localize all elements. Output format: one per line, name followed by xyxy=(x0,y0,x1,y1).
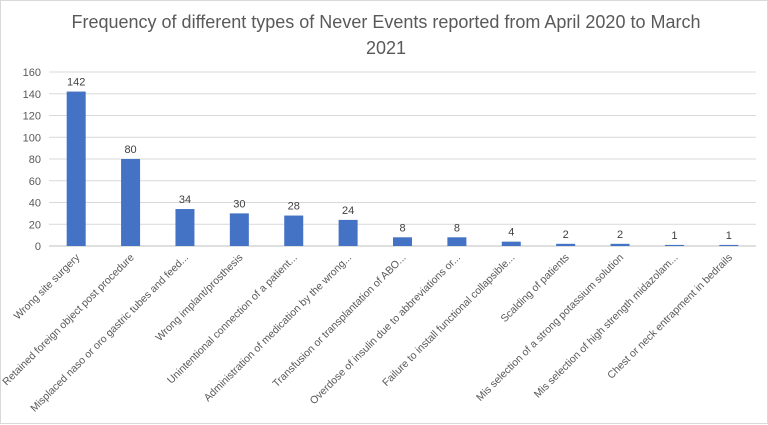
data-label: 30 xyxy=(233,198,245,210)
y-tick-label: 160 xyxy=(23,67,41,79)
data-label: 142 xyxy=(67,77,85,89)
bar xyxy=(501,241,521,246)
data-label: 8 xyxy=(454,222,460,234)
bar xyxy=(66,91,86,246)
y-tick-label: 40 xyxy=(29,198,41,210)
bar xyxy=(284,215,304,246)
category-label: Chest or neck entrapment in bedrails xyxy=(605,252,735,382)
bar xyxy=(338,219,358,246)
y-tick-label: 100 xyxy=(23,132,41,144)
data-label: 2 xyxy=(617,229,623,241)
bar xyxy=(229,213,249,246)
data-label: 28 xyxy=(288,201,300,213)
y-tick-label: 140 xyxy=(23,89,41,101)
bar xyxy=(664,244,684,246)
bar xyxy=(393,237,412,246)
data-label: 8 xyxy=(399,222,405,234)
bar xyxy=(121,159,141,246)
y-tick-label: 60 xyxy=(29,176,41,188)
bar xyxy=(175,209,195,246)
bar xyxy=(610,243,630,246)
data-label: 34 xyxy=(179,194,191,206)
bar xyxy=(719,244,739,246)
y-tick-label: 0 xyxy=(35,241,41,253)
category-label: Wrong implant/prosthesis xyxy=(153,252,245,344)
bar xyxy=(447,237,467,246)
data-label: 80 xyxy=(124,144,136,156)
data-label: 1 xyxy=(726,230,732,242)
data-label: 2 xyxy=(563,229,569,241)
bar xyxy=(556,243,576,246)
chart-title: Frequency of different types of Never Ev… xyxy=(71,12,701,58)
y-tick-label: 80 xyxy=(29,154,41,166)
y-tick-label: 20 xyxy=(29,219,41,231)
data-label: 4 xyxy=(508,227,514,239)
y-tick-label: 120 xyxy=(23,111,41,123)
data-label: 1 xyxy=(671,230,677,242)
data-label: 24 xyxy=(342,205,354,217)
